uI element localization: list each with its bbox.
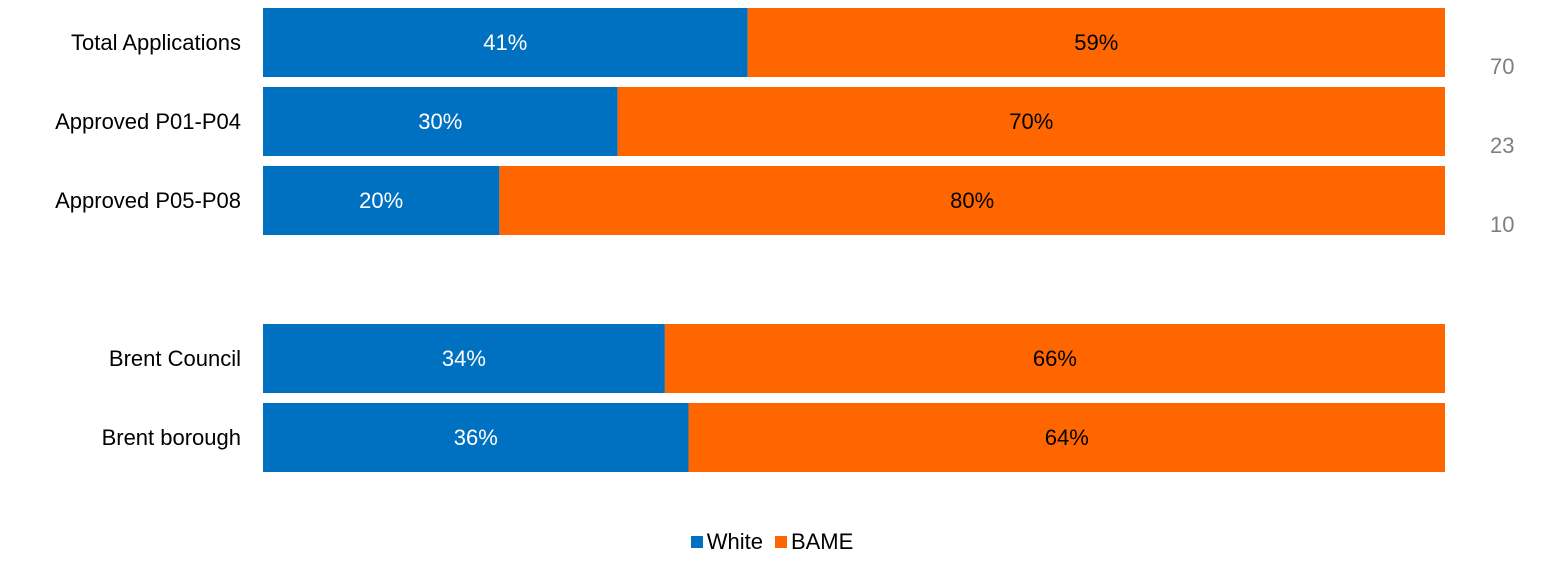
bar-bame-total-applications <box>747 8 1445 77</box>
data-label-bame-brent-borough: 64% <box>1045 425 1089 450</box>
data-label-white-total-applications: 41% <box>483 30 527 55</box>
bar-white-total-applications <box>263 8 748 77</box>
data-label-bame-total-applications: 59% <box>1074 30 1118 55</box>
bar-white-brent-borough <box>263 403 689 472</box>
side-value-approved-p05-p08: 10 <box>1490 212 1514 237</box>
data-label-white-brent-borough: 36% <box>454 425 498 450</box>
bar-bame-approved-p01-p04 <box>617 87 1445 156</box>
bar-bame-approved-p05-p08 <box>499 166 1445 235</box>
stacked-bar-chart: Total Applications 41% 59% Approved P01-P04… <box>55 8 1514 472</box>
legend-item-bame: BAME <box>774 529 854 555</box>
bar-white-approved-p05-p08 <box>263 166 500 235</box>
data-label-white-approved-p05-p08: 20% <box>359 188 403 213</box>
category-label-total-applications: Total Applications <box>71 30 241 55</box>
category-label-brent-council: Brent Council <box>109 346 241 371</box>
side-value-approved-p01-p04: 23 <box>1490 133 1514 158</box>
data-label-bame-approved-p05-p08: 80% <box>950 188 994 213</box>
legend-label-bame: BAME <box>790 529 854 554</box>
bar-bame-brent-borough <box>688 403 1445 472</box>
bar-white-approved-p01-p04 <box>263 87 618 156</box>
legend-swatch-bame <box>774 536 787 548</box>
bar-white-brent-council <box>263 324 665 393</box>
category-label-brent-borough: Brent borough <box>102 425 241 450</box>
legend-swatch-white <box>690 536 703 548</box>
category-label-approved-p01-p04: Approved P01-P04 <box>55 109 241 134</box>
legend-item-white: White <box>690 529 763 555</box>
legend-label-white: White <box>706 529 763 554</box>
data-label-white-brent-council: 34% <box>442 346 486 371</box>
chart-legend: White BAME <box>0 527 1544 557</box>
data-label-bame-approved-p01-p04: 70% <box>1009 109 1053 134</box>
data-label-bame-brent-council: 66% <box>1033 346 1077 371</box>
data-label-white-approved-p01-p04: 30% <box>418 109 462 134</box>
side-value-total-applications: 70 <box>1490 54 1514 79</box>
bar-bame-brent-council <box>664 324 1445 393</box>
category-label-approved-p05-p08: Approved P05-P08 <box>55 188 241 213</box>
